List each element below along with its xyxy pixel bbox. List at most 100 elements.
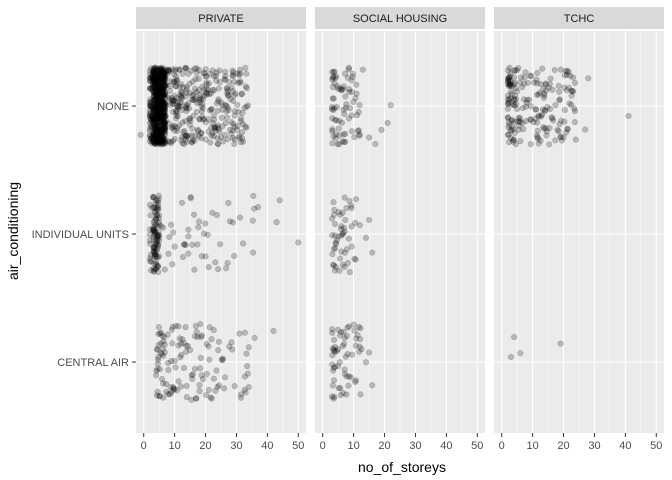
data-point xyxy=(157,87,164,95)
data-point xyxy=(536,112,543,119)
data-point xyxy=(351,327,358,334)
data-point xyxy=(153,104,160,111)
data-point xyxy=(160,138,167,145)
data-point xyxy=(522,103,530,110)
data-point xyxy=(352,256,359,263)
data-point xyxy=(200,376,207,383)
data-point xyxy=(229,219,236,226)
data-point xyxy=(202,220,209,227)
data-point xyxy=(231,252,238,259)
data-point xyxy=(200,116,208,123)
data-point xyxy=(155,97,162,104)
data-point xyxy=(150,72,157,79)
data-point xyxy=(162,81,169,88)
data-point xyxy=(348,205,355,212)
data-point xyxy=(155,108,162,115)
data-point xyxy=(516,115,524,122)
data-point xyxy=(331,267,339,274)
data-point xyxy=(151,109,158,116)
data-point xyxy=(223,265,230,272)
data-point xyxy=(150,245,157,252)
data-point xyxy=(147,201,154,208)
data-point xyxy=(207,394,214,401)
data-point xyxy=(147,110,154,117)
data-point xyxy=(552,137,559,144)
data-point xyxy=(569,88,576,95)
data-point xyxy=(156,139,163,146)
data-point xyxy=(149,120,157,127)
data-point xyxy=(151,73,158,80)
data-point xyxy=(155,254,162,261)
data-point xyxy=(165,94,172,101)
data-point xyxy=(557,340,564,347)
data-point xyxy=(231,92,238,99)
data-point xyxy=(228,339,235,346)
data-point xyxy=(146,99,154,106)
data-point xyxy=(337,225,344,232)
data-point xyxy=(189,78,196,85)
data-point xyxy=(348,112,355,119)
data-point xyxy=(565,84,573,91)
data-point xyxy=(160,72,167,79)
data-point xyxy=(234,101,241,108)
data-point xyxy=(159,67,166,74)
data-point xyxy=(515,126,522,133)
data-point xyxy=(147,267,155,274)
data-point xyxy=(224,88,231,95)
data-point xyxy=(156,67,163,74)
data-point xyxy=(507,70,514,77)
data-point xyxy=(561,84,568,91)
data-point xyxy=(158,94,165,102)
data-point xyxy=(161,82,168,89)
data-point xyxy=(168,358,175,365)
data-point xyxy=(527,116,534,123)
data-point xyxy=(149,114,157,121)
x-tick-label: 10 xyxy=(348,440,360,452)
data-point xyxy=(166,67,173,75)
data-point xyxy=(161,104,168,111)
data-point xyxy=(160,394,167,401)
data-point xyxy=(173,77,180,84)
data-point xyxy=(215,85,223,92)
data-point xyxy=(504,92,512,99)
data-point xyxy=(330,377,338,384)
data-point xyxy=(151,88,158,95)
data-point xyxy=(154,90,161,97)
data-point xyxy=(506,76,513,84)
data-point xyxy=(149,113,156,120)
data-point xyxy=(169,100,176,107)
data-point xyxy=(329,83,337,91)
data-point xyxy=(211,87,218,94)
data-point xyxy=(151,74,158,81)
data-point xyxy=(173,115,180,122)
data-point xyxy=(507,88,515,95)
data-point xyxy=(214,383,221,391)
data-point xyxy=(167,82,174,89)
data-point xyxy=(181,241,188,248)
data-point xyxy=(156,101,163,108)
data-point xyxy=(154,73,161,81)
data-point xyxy=(157,68,164,75)
data-point xyxy=(330,69,337,76)
data-point xyxy=(153,261,160,268)
data-point xyxy=(546,141,553,148)
data-point xyxy=(154,133,161,141)
data-point xyxy=(153,205,160,212)
data-point xyxy=(155,76,162,84)
data-point xyxy=(150,119,157,126)
data-point xyxy=(161,76,168,83)
data-point xyxy=(159,224,167,231)
data-point xyxy=(168,94,175,102)
data-point xyxy=(147,74,154,81)
data-point xyxy=(154,130,161,137)
data-point xyxy=(156,85,163,92)
facet-strip xyxy=(136,7,306,29)
y-axis-title: air_conditioning xyxy=(5,182,21,280)
data-point xyxy=(158,132,165,139)
data-point xyxy=(342,70,349,77)
data-point xyxy=(152,105,159,112)
data-point xyxy=(155,135,162,142)
data-point xyxy=(329,361,336,368)
data-point xyxy=(150,248,157,256)
